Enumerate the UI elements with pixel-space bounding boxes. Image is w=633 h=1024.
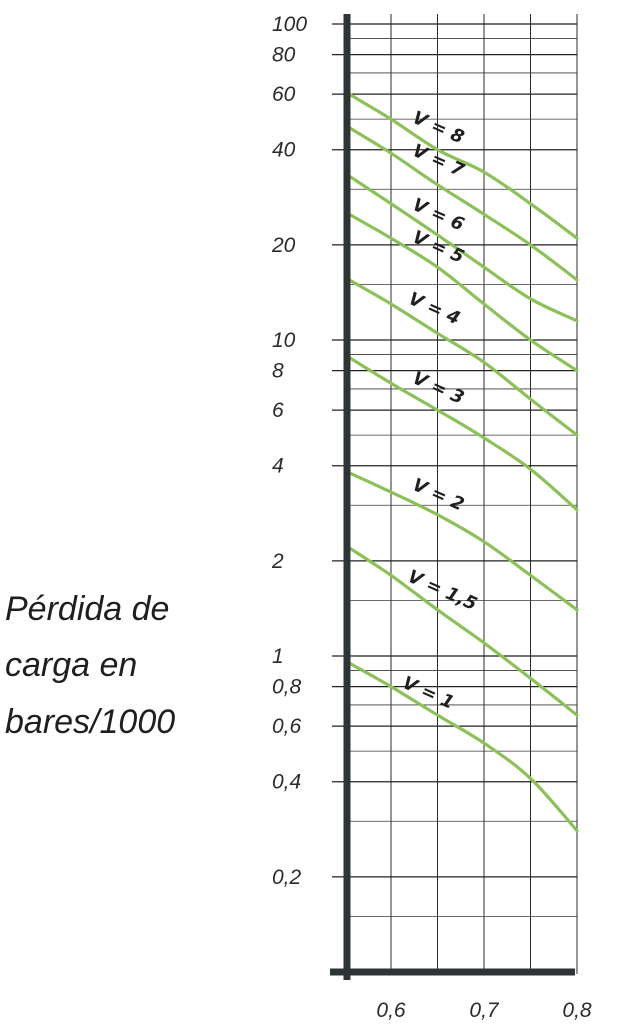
y-tick-label: 10	[272, 329, 296, 352]
y-tick-label: 4	[272, 455, 284, 478]
series-label-7: V = 2	[409, 474, 467, 515]
y-tick-label: 2	[271, 550, 284, 573]
y-tick-label: 6	[272, 399, 284, 422]
series-line-9	[347, 661, 579, 833]
y-tick-label: 0,4	[272, 771, 301, 794]
y-tick-label: 0,6	[272, 715, 302, 738]
axes	[330, 14, 575, 980]
y-tick-label: 20	[271, 234, 296, 257]
y-axis-label-line-1: Pérdida de	[5, 590, 169, 628]
series-label-6: V = 3	[409, 368, 467, 409]
series-layer	[347, 92, 579, 833]
y-axis-label-line-2: carga en	[5, 646, 137, 684]
x-tick-label: 0,7	[469, 999, 500, 1022]
series-label-5: V = 4	[405, 288, 463, 329]
x-tick-label: 0,8	[562, 999, 592, 1022]
y-tick-label: 0,8	[272, 676, 302, 699]
y-tick-label: 8	[272, 360, 284, 383]
y-tick-label: 1	[272, 645, 284, 668]
series-line-1	[347, 92, 579, 240]
x-tick-label: 0,6	[376, 999, 406, 1022]
x-tick-labels: 0,6 0,7 0,8	[376, 999, 592, 1022]
y-tick-label: 80	[272, 44, 296, 67]
y-tick-label: 100	[272, 13, 307, 36]
series-label-8: V = 1,5	[404, 566, 480, 615]
series-line-7	[347, 471, 579, 612]
series-line-3	[347, 174, 579, 323]
series-line-8	[347, 546, 579, 717]
y-tick-label: 40	[272, 139, 296, 162]
series-line-6	[347, 355, 579, 512]
y-axis-label-line-3: bares/1000	[5, 703, 175, 741]
series-line-4	[347, 212, 579, 373]
series-line-2	[347, 126, 579, 282]
series-label-9: V = 1	[399, 672, 457, 713]
y-tick-labels: 100 80 60 40 20 10 8 6 4 2 1 0,8 0,6 0,4 0,2	[271, 13, 307, 889]
y-tick-label: 0,2	[272, 866, 302, 889]
series-line-5	[347, 278, 579, 437]
y-tick-label: 60	[272, 83, 296, 106]
